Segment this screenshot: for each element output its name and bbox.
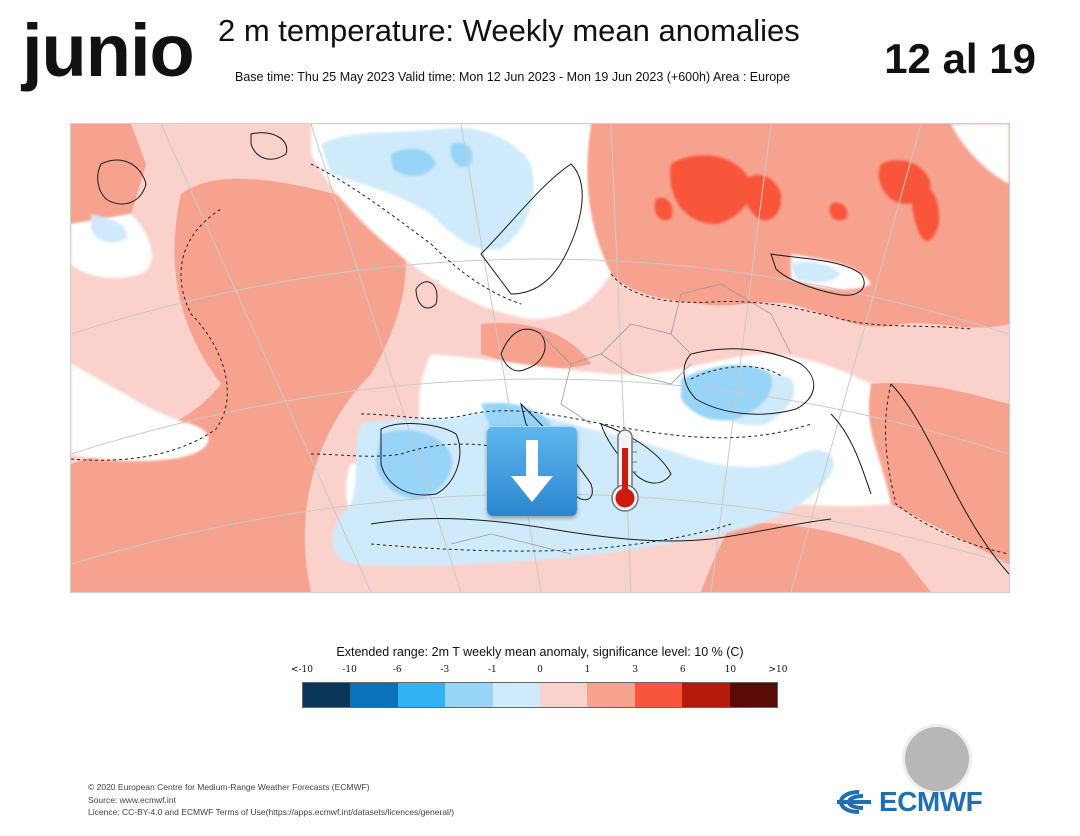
legend-tick: -1: [488, 665, 497, 675]
month-label: junio: [22, 9, 195, 92]
chart-title: 2 m temperature: Weekly mean anomalies: [218, 13, 800, 48]
legend-swatch: [303, 683, 351, 707]
legend-tick: -3: [440, 665, 450, 675]
copyright-line: © 2020 European Centre for Medium-Range …: [88, 782, 370, 792]
map-canvas: [71, 124, 1009, 592]
legend-swatch: [397, 683, 446, 707]
legend-color-bar: [302, 682, 778, 708]
legend-tick: 1: [584, 665, 591, 675]
ecmwf-emblem-icon: [837, 790, 871, 814]
legend-tick: 3: [632, 665, 639, 675]
legend-tick-labels: <-10 -10 -6 -3 -1 0 1 3 6 10 >10: [291, 665, 788, 679]
thermometer-icon: [608, 428, 642, 514]
legend-swatch: [587, 683, 635, 707]
legend-title: Extended range: 2m T weekly mean anomaly…: [336, 645, 744, 659]
legend-swatch: [729, 683, 778, 707]
source-line: Source: www.ecmwf.int: [88, 794, 176, 805]
logo-text: ECMWF: [879, 786, 983, 817]
legend-tick: >10: [768, 665, 788, 675]
licence-line: Licence: CC-BY-4.0 and ECMWF Terms of Us…: [88, 807, 455, 817]
legend-swatch: [540, 683, 588, 707]
anomaly-regions-warm: [71, 124, 1009, 592]
anomaly-regions-hot: [654, 155, 940, 241]
legend-tick: -6: [392, 665, 402, 675]
legend-swatch: [682, 683, 730, 707]
legend-tick: 0: [537, 665, 543, 675]
legend-tick: 10: [724, 665, 737, 675]
legend-swatch: [634, 683, 683, 707]
ecmwf-logo: ECMWF: [835, 785, 995, 819]
country-borders: [450, 283, 792, 555]
floating-touch-button[interactable]: [905, 727, 969, 791]
legend-swatch: [492, 683, 541, 707]
legend-swatch: [350, 683, 398, 707]
anomaly-map: [70, 123, 1010, 593]
down-arrow-icon: [487, 426, 577, 516]
significance-contours: [71, 163, 1009, 555]
legend-swatch: [445, 683, 493, 707]
copyright-footer: © 2020 European Centre for Medium-Range …: [88, 781, 454, 819]
legend-tick: 6: [679, 665, 686, 675]
date-range-label: 12 al 19: [884, 35, 1036, 82]
chart-subtitle: Base time: Thu 25 May 2023 Valid time: M…: [235, 70, 791, 84]
legend-tick: -10: [342, 665, 357, 675]
legend-tick: <-10: [290, 665, 314, 675]
